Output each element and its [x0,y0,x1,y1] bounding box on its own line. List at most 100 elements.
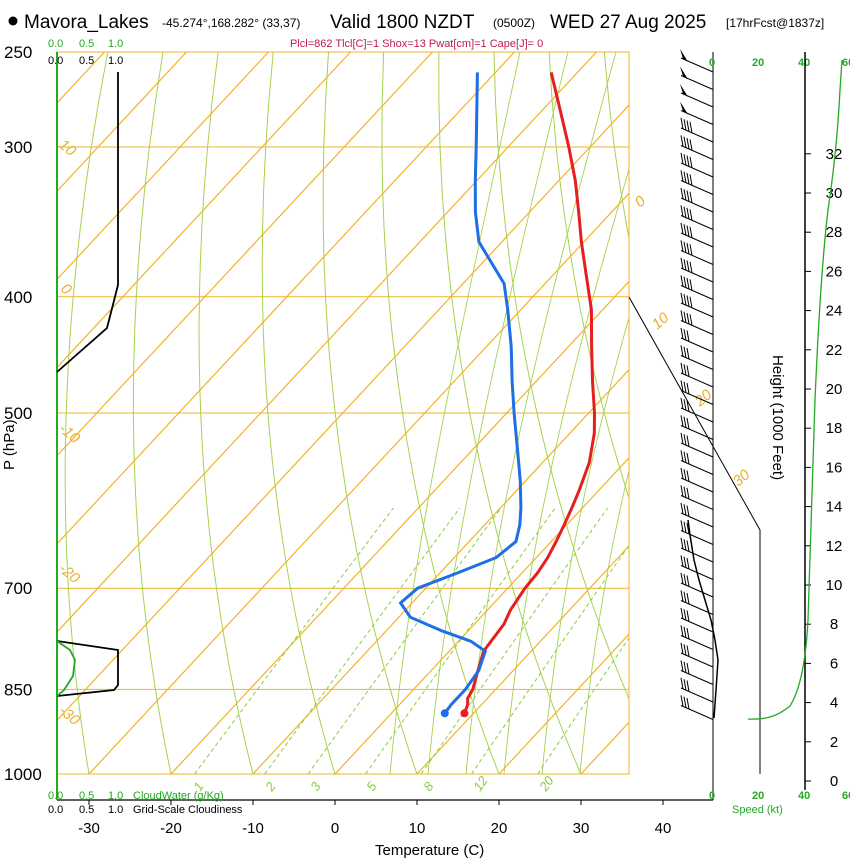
wind-barb-feather [686,435,690,447]
wind-barb-shaft [680,302,714,318]
isotherm-line [57,52,187,193]
dry-adiabat-line [438,52,582,774]
mixing-ratio-label: 2 [262,779,279,795]
wind-barb-feather [689,296,693,308]
valid-time: Valid 1800 NZDT [330,12,475,33]
height-tick-label: 14 [826,499,843,516]
wind-barb-feather [686,645,690,657]
temperature-tick-label: -10 [242,820,264,837]
isotherm-line [57,104,629,722]
wind-barb-feather [689,139,693,151]
wind-barb [680,170,714,195]
pressure-tick-label: 400 [4,288,32,307]
pressure-labels: 250 300 400 500 700 850 1000 [4,43,42,784]
wind-barb-shaft [680,337,714,353]
wind-barb [680,205,714,230]
mixing-ratio-line [307,507,502,774]
wind-barb [680,257,714,283]
wind-barb-feather [686,452,690,465]
wind-barb-shaft [680,267,714,283]
mixing-ratio-labels: 1 2 3 5 8 12 20 [190,773,557,795]
temperature-tick-label: 20 [491,820,508,837]
wind-barb-feather [686,575,690,587]
wind-speed-tick: 20 [752,57,764,69]
wind-barb-feather [686,295,690,307]
wind-barb-feather [686,312,690,325]
wind-speed-tick: 0 [709,790,715,802]
temperature-tick-label: 0 [331,820,339,837]
mixing-ratio-line [194,507,394,774]
cloud-water-tick: 0.5 [79,790,94,802]
wind-panel-border [628,296,761,774]
mixing-ratio-line [420,507,609,774]
wind-barb [680,485,714,510]
isotherm-line [57,52,515,545]
mixing-ratio-label: 8 [420,779,437,794]
wind-barb-feather [686,610,690,622]
wind-barb [680,537,714,563]
cloudiness-tick: 0.5 [79,55,94,67]
wind-barb-shaft [680,162,714,178]
wind-barb-feather [683,154,687,166]
wind-barb [680,240,714,265]
wind-barb-feather [680,502,684,514]
wind-barb-shaft [680,530,714,545]
temperature-tick-label: -30 [78,820,100,837]
wind-barb-feather [680,380,684,392]
wind-barb-feather [683,294,687,306]
wind-barb-shaft [680,600,714,615]
pressure-tick-label: 500 [4,404,32,423]
wind-barb-feather [683,276,687,288]
wind-barb-shaft [680,512,714,528]
moist-adiabat-line [465,52,617,774]
temperature-tick-label: 30 [573,820,590,837]
wind-barb [680,450,714,475]
wind-barb-feather [680,520,684,532]
wind-barb-feather [683,679,687,691]
wind-barb-feather [680,170,684,182]
station-location: -45.274°,168.282° (33,37) [162,16,300,30]
wind-barb-flag [680,101,688,115]
dry-adiabat-line [603,52,629,241]
wind-barb-flag [680,83,688,97]
wind-barb-shaft [680,232,714,248]
isotherm-line [334,456,629,774]
wind-barb-feather [689,226,693,238]
wind-barb-shaft [680,547,714,563]
valid-date: WED 27 Aug 2025 [550,12,706,33]
wind-barb [680,152,714,178]
isotherm-line [252,368,629,774]
wind-barb-feather [686,557,690,570]
cloudiness-label: Grid-Scale Cloudiness [133,804,243,816]
wind-barb [680,135,714,160]
wind-speed-tick: 60 [842,57,850,69]
height-tick-label: 4 [830,695,838,712]
height-tick-label: 10 [826,577,843,594]
pressure-tick-label: 1000 [4,765,42,784]
isotherm-label: 0 [632,192,650,211]
wind-barb [680,695,714,720]
wind-barb-feather [683,206,687,218]
wind-barb-feather [686,365,690,377]
cloud-water-label: CloudWater (g/Kg) [133,790,224,802]
isotherm-label: 30 [730,466,754,490]
wind-barb [680,415,714,440]
moist-adiabat-line [427,52,569,774]
mixing-ratio-line [264,507,461,774]
wind-barb-feather [680,327,684,339]
height-tick-label: 22 [826,342,843,359]
wind-barb [680,642,714,668]
wind-barb-shaft [680,197,714,213]
wind-barb-shaft [680,495,714,510]
cloud-water-tick: 1.0 [108,38,123,50]
height-tick-label: 26 [826,263,843,280]
cloudiness-tick: 1.0 [108,55,123,67]
wind-barb-shaft [680,127,714,143]
wind-barb-feather [689,191,693,203]
wind-barb-feather [680,450,684,462]
wind-barb-feather [680,695,684,707]
pressure-axis-title: P (hPa) [1,419,18,470]
wind-barb-feather [683,539,687,551]
